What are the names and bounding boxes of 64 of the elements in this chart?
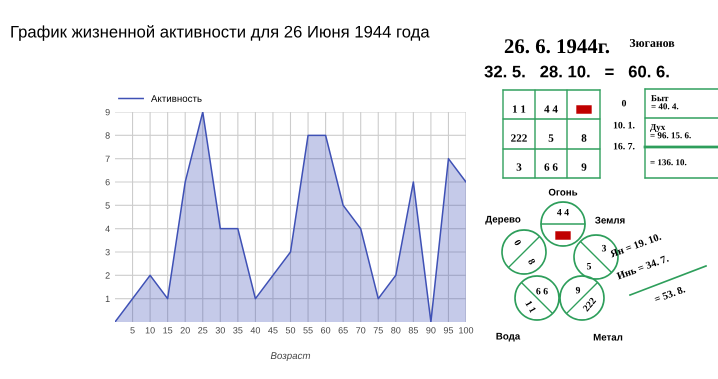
x-tick-label: 30: [216, 327, 225, 334]
text: 0: [514, 239, 522, 246]
text: 32. 5. 28. 10. = 60. 6.: [484, 66, 669, 78]
text: Земля: [595, 216, 625, 224]
x-tick-label: 50: [286, 327, 296, 334]
x-tick-label: 15: [163, 327, 172, 334]
y-tick-label: 3: [105, 248, 110, 256]
chart-title: График жизненной активности для 26 Июня 1944 года: [11, 25, 430, 41]
x-tick-label: 20: [180, 327, 190, 334]
text: Метал: [594, 334, 622, 341]
text: Вода: [496, 332, 520, 342]
x-tick-label: 60: [321, 327, 330, 334]
text: = 136. 10.: [650, 159, 686, 166]
text: Огонь: [548, 188, 578, 196]
legend-label: Активность: [150, 95, 202, 102]
text: 3: [602, 244, 606, 252]
text: 8: [582, 134, 586, 142]
y-tick-label: 8: [106, 132, 110, 139]
text: 3: [516, 163, 522, 171]
text: 5: [548, 134, 554, 142]
y-tick-label: 1: [106, 296, 110, 302]
y-tick-label: 2: [106, 272, 110, 279]
x-tick-label: 70: [356, 327, 366, 334]
text: 0: [622, 100, 626, 106]
text: Быт = 40. 4.: [651, 95, 678, 110]
x-tick-label: 75: [374, 327, 383, 334]
x-tick-label: 45: [268, 327, 278, 334]
text: = 53. 8.: [654, 286, 686, 303]
text: 5: [586, 262, 592, 270]
x-tick-label: 5: [130, 327, 135, 334]
text: 222: [511, 134, 527, 142]
y-tick-label: 9: [106, 108, 110, 116]
text: Дух = 96. 15. 6.: [650, 124, 691, 138]
text: Дерево: [485, 216, 520, 225]
text: 4 4: [557, 208, 569, 216]
x-tick-label: 95: [444, 327, 454, 334]
x-tick-label: 80: [391, 327, 400, 334]
text: 16. 7.: [614, 142, 635, 150]
x-tick-label: 25: [198, 327, 208, 334]
x-tick-label: 85: [408, 327, 418, 334]
x-tick-label: 35: [233, 327, 242, 334]
y-tick-label: 7: [106, 156, 110, 162]
text: 4 4: [544, 105, 558, 113]
text: Зюганов: [630, 39, 674, 47]
x-tick-label: 55: [303, 327, 313, 334]
text: 9: [582, 163, 586, 171]
text: 6 6: [544, 163, 558, 171]
x-tick-label: 90: [426, 327, 436, 334]
x-tick-label: 100: [459, 327, 474, 334]
text: 1 1: [525, 300, 536, 313]
text: 26. 6. 1944г.: [504, 39, 610, 54]
x-tick-label: 40: [250, 327, 260, 334]
text: 9: [576, 286, 580, 294]
text: 1 1: [512, 105, 526, 113]
y-tick-label: 6: [106, 178, 110, 186]
y-tick-label: 4: [105, 226, 110, 232]
text: 8: [528, 258, 536, 266]
x-axis-title: Возраст: [270, 352, 310, 362]
x-tick-label: 65: [338, 327, 348, 334]
x-tick-label: 10: [146, 327, 155, 334]
y-tick-label: 5: [105, 202, 110, 209]
text: 10. 1.: [614, 122, 635, 128]
text: 222: [582, 297, 596, 312]
text: 6 6: [536, 288, 548, 294]
